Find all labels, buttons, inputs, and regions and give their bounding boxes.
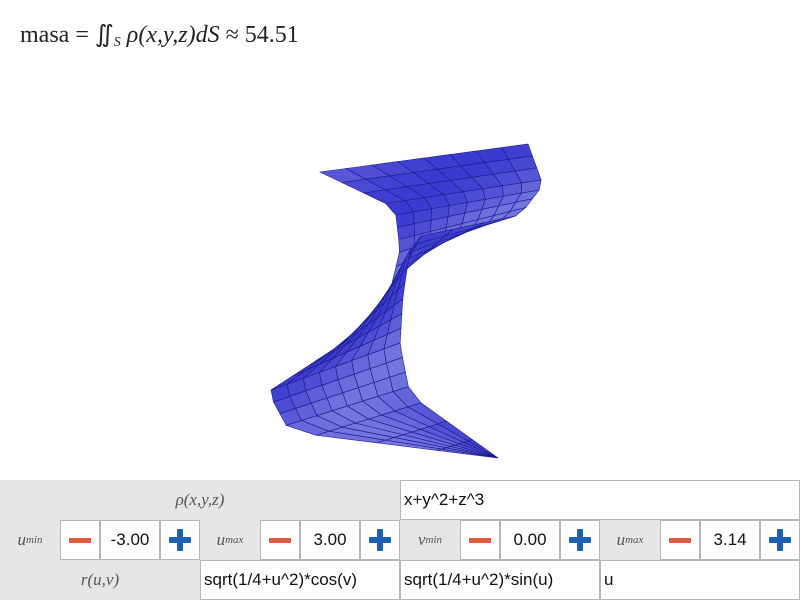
minus-icon — [669, 537, 691, 543]
r-y-input[interactable]: sqrt(1/4+u^2)*sin(u) — [400, 560, 600, 600]
umax-increment-button[interactable] — [360, 520, 400, 560]
mass-result: 54.51 — [244, 22, 299, 48]
vmin-increment-button[interactable] — [560, 520, 600, 560]
umin-value[interactable]: -3.00 — [100, 520, 160, 560]
plus-icon — [369, 529, 391, 551]
integral-sign: ∬ — [94, 22, 114, 48]
vmax-increment-button[interactable] — [760, 520, 800, 560]
rho-label: ρ(x,y,z) — [175, 490, 225, 509]
surface-mesh — [270, 143, 542, 459]
minus-icon — [469, 537, 491, 543]
r-x-input[interactable]: sqrt(1/4+u^2)*cos(v) — [200, 560, 400, 600]
umin-decrement-button[interactable] — [60, 520, 100, 560]
param-label-umax: u max — [216, 530, 244, 549]
param-label-umin: u min — [17, 530, 43, 549]
mesh-cell — [467, 439, 499, 459]
mass-formula: masa = ∬S ρ(x,y,z)dS ≈ 54.51 — [20, 20, 299, 51]
plus-icon — [769, 529, 791, 551]
control-panel: ρ(x,y,z) x+y^2+z^3 u min -3.00 u max 3.00 … — [0, 480, 800, 600]
minus-icon — [69, 537, 91, 543]
r-label: r(u,v) — [80, 570, 120, 589]
umax-decrement-button[interactable] — [260, 520, 300, 560]
vmin-decrement-button[interactable] — [460, 520, 500, 560]
formula-prefix: masa = — [20, 22, 89, 48]
integral-subscript: S — [113, 35, 121, 50]
umax-value[interactable]: 3.00 — [300, 520, 360, 560]
param-label-vmax: u max — [616, 530, 644, 549]
vmax-decrement-button[interactable] — [660, 520, 700, 560]
param-label-vmin: v min — [417, 530, 443, 549]
minus-icon — [269, 537, 291, 543]
plus-icon — [169, 529, 191, 551]
vmin-value[interactable]: 0.00 — [500, 520, 560, 560]
umin-increment-button[interactable] — [160, 520, 200, 560]
plus-icon — [569, 529, 591, 551]
rho-input[interactable]: x+y^2+z^3 — [400, 480, 800, 520]
vmax-value[interactable]: 3.14 — [700, 520, 760, 560]
integrand: ρ(x,y,z)dS — [126, 22, 220, 48]
surface-plot[interactable] — [0, 0, 800, 480]
r-z-input[interactable]: u — [600, 560, 800, 600]
approx-sign: ≈ — [225, 22, 239, 48]
